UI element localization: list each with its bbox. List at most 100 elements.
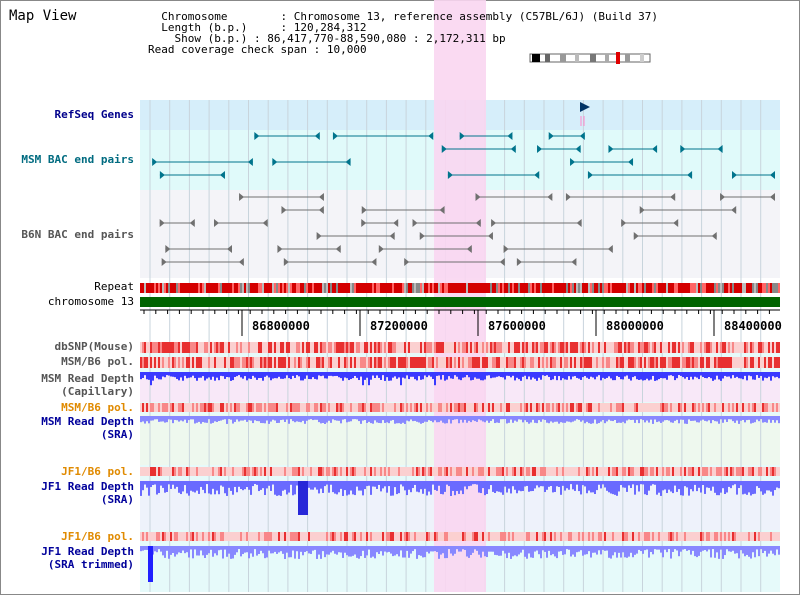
repeat-segment <box>570 283 572 293</box>
heat-segment <box>678 342 680 353</box>
heat-segment <box>712 342 714 353</box>
depth-bar <box>534 372 536 379</box>
bac-end-marker <box>459 132 465 140</box>
heat-segment <box>146 342 148 353</box>
heat-segment <box>754 357 756 368</box>
heat-segment <box>456 357 458 368</box>
heat-segment <box>270 532 272 541</box>
depth-bar <box>564 416 566 423</box>
depth-bar <box>566 481 568 489</box>
heat-segment <box>156 403 158 412</box>
heat-segment <box>508 532 510 541</box>
heat-segment <box>366 467 368 476</box>
repeat-segment <box>662 283 664 293</box>
heat-segment <box>650 357 652 368</box>
heat-segment <box>698 403 700 412</box>
depth-bar <box>544 481 546 493</box>
depth-bar <box>752 416 754 423</box>
heat-segment <box>550 532 552 541</box>
heat-segment <box>244 357 246 368</box>
depth-bar <box>278 546 280 553</box>
heat-segment <box>702 403 704 412</box>
heat-segment <box>316 357 318 368</box>
repeat-segment <box>580 283 582 293</box>
bac-end-marker <box>503 245 509 253</box>
heat-segment <box>496 357 498 368</box>
heat-segment <box>372 467 374 476</box>
heat-segment <box>342 532 344 541</box>
heat-segment <box>618 532 620 541</box>
depth-bar <box>380 416 382 424</box>
heat-segment <box>338 467 340 476</box>
heat-segment <box>184 532 186 541</box>
heat-segment <box>346 357 348 368</box>
repeat-segment <box>452 283 454 293</box>
repeat-segment <box>170 283 172 293</box>
depth-spike <box>298 481 308 515</box>
repeat-segment <box>402 283 404 293</box>
heat-segment <box>188 357 190 368</box>
repeat-segment <box>178 283 180 293</box>
depth-bar <box>658 372 660 380</box>
depth-bar <box>140 372 142 380</box>
track-label-b6n-bac[interactable]: B6N BAC end pairs <box>21 228 134 241</box>
track-label-msm-bac[interactable]: MSM BAC end pairs <box>21 153 134 166</box>
depth-bar <box>702 481 704 486</box>
depth-bar <box>762 372 764 381</box>
depth-bar <box>682 546 684 550</box>
heat-segment <box>696 357 698 368</box>
depth-bar <box>548 372 550 377</box>
heat-segment <box>600 403 602 412</box>
depth-bar <box>596 481 598 491</box>
heat-segment <box>330 342 332 353</box>
heat-segment <box>662 403 664 412</box>
repeat-segment <box>194 283 196 293</box>
heat-segment <box>352 532 354 541</box>
depth-bar <box>446 372 448 380</box>
depth-bar <box>498 372 500 377</box>
repeat-segment <box>550 283 552 293</box>
heat-segment <box>744 467 746 476</box>
heat-segment <box>344 403 346 412</box>
depth-bar <box>632 372 634 378</box>
track-label-refseq[interactable]: RefSeq Genes <box>54 108 134 121</box>
heat-segment <box>306 467 308 476</box>
depth-bar <box>756 546 758 550</box>
depth-bar <box>384 546 386 552</box>
bac-end-marker <box>239 193 245 201</box>
heat-segment <box>708 342 710 353</box>
depth-bar <box>774 416 776 423</box>
heat-segment <box>580 467 582 476</box>
heat-segment <box>220 532 222 541</box>
heat-segment <box>650 532 652 541</box>
depth-bar <box>454 416 456 420</box>
depth-bar <box>244 416 246 420</box>
heat-segment <box>268 342 270 353</box>
depth-bar <box>172 546 174 553</box>
heat-segment <box>248 357 250 368</box>
heat-segment <box>594 403 596 412</box>
depth-bar <box>678 372 680 376</box>
heat-segment <box>340 357 342 368</box>
heat-segment <box>270 403 272 412</box>
heat-segment <box>556 467 558 476</box>
depth-bar <box>602 416 604 420</box>
depth-bar <box>232 546 234 559</box>
heat-segment <box>622 342 624 353</box>
heat-segment <box>408 467 410 476</box>
heat-segment <box>486 357 488 368</box>
depth-bar <box>324 481 326 487</box>
depth-bar <box>454 481 456 496</box>
heat-segment <box>192 342 194 353</box>
depth-bar <box>528 546 530 554</box>
heat-segment <box>276 403 278 412</box>
depth-bar <box>186 416 188 423</box>
repeat-segment <box>214 283 216 293</box>
heat-segment <box>708 532 710 541</box>
heat-segment <box>726 467 728 476</box>
heat-segment <box>242 467 244 476</box>
depth-bar <box>220 546 222 550</box>
heat-segment <box>402 357 404 368</box>
heat-segment <box>494 532 496 541</box>
heat-segment <box>168 467 170 476</box>
